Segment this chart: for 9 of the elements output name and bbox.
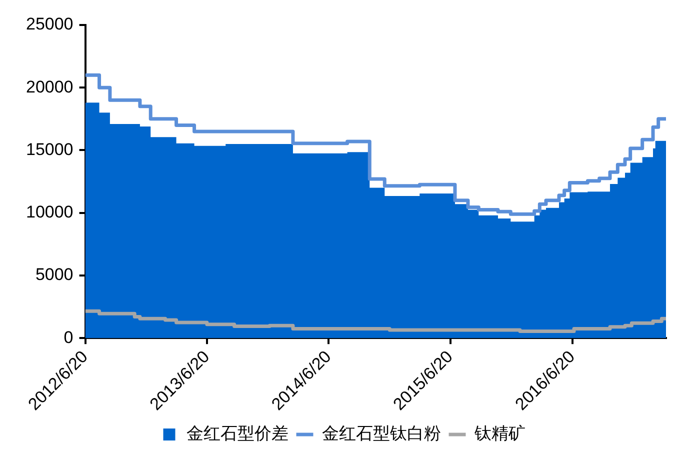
y-tick-label: 20000 <box>26 77 74 96</box>
legend-label: 金红石型价差 <box>186 424 288 444</box>
y-tick-label: 15000 <box>26 140 74 159</box>
y-tick-label: 25000 <box>26 14 74 34</box>
y-tick-label: 0 <box>64 328 74 347</box>
y-tick-label: 10000 <box>26 202 74 222</box>
legend-label: 金红石型钛白粉 <box>322 424 441 444</box>
y-tick-label: 5000 <box>35 265 74 284</box>
legend-label: 钛精矿 <box>473 424 526 444</box>
